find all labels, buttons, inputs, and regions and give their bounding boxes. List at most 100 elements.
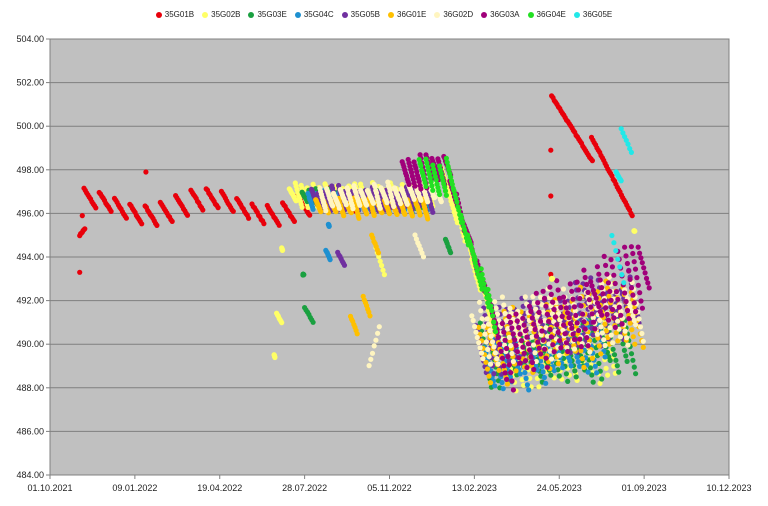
data-point-36g02d [637, 324, 644, 330]
data-point-36g03a [542, 346, 548, 352]
data-point-36g02d [492, 299, 498, 305]
data-point-36g01e [595, 335, 601, 341]
data-point-36g02d [530, 294, 536, 300]
data-point-36g03a [592, 291, 598, 297]
data-point-36g02d [507, 305, 513, 311]
data-point-36g03a [593, 295, 599, 301]
data-point-36g03a [540, 337, 546, 343]
data-point-36g03a [597, 277, 603, 283]
data-point-35g02b [603, 365, 609, 371]
data-point-36g03a [524, 334, 530, 340]
data-point-36g03a [556, 295, 563, 301]
data-point-36g01e [348, 210, 354, 216]
data-point-35g04c [517, 371, 523, 377]
data-point-36g04e [489, 308, 495, 314]
legend-item: 36G03A [481, 10, 520, 19]
data-point-36g02d [376, 324, 382, 330]
data-point-36g03a [510, 387, 516, 393]
data-point-36g03a [524, 364, 530, 371]
data-point-36g01e [417, 212, 423, 218]
data-point-36g02d [473, 329, 479, 335]
data-point-36g03a [605, 280, 612, 286]
data-point-35g05b [430, 209, 436, 215]
data-point-36g03a [566, 315, 572, 321]
data-point-36g03a [531, 366, 537, 373]
data-point-36g03a [506, 314, 512, 320]
data-point-35g03e [628, 351, 635, 357]
data-point-36g05e [618, 178, 624, 184]
legend-label: 36G03A [490, 10, 520, 19]
data-point-36g02d [538, 332, 544, 338]
legend-marker [248, 11, 255, 18]
data-point-36g03a [554, 278, 560, 284]
legend-item: 35G04C [294, 10, 334, 19]
data-point-36g02d [594, 331, 601, 337]
data-point-35g01b [139, 221, 145, 227]
data-point-36g03a [516, 355, 522, 361]
data-point-36g04e [480, 276, 486, 282]
data-point-36g02d [540, 309, 546, 315]
data-point-36g03a [552, 314, 559, 320]
data-point-36g02d [624, 335, 630, 341]
data-point-36g03a [512, 337, 518, 343]
x-tick-label: 28.07.2022 [282, 483, 327, 493]
data-point-36g02d [547, 348, 553, 354]
data-point-36g02d [590, 315, 596, 321]
y-tick-label: 498.00 [16, 165, 44, 175]
data-point-36g03a [622, 290, 628, 296]
legend-label: 35G04C [303, 10, 334, 19]
data-point-35g04c [310, 206, 316, 212]
data-point-36g03a [611, 315, 617, 321]
data-point-36g03a [555, 329, 561, 335]
y-tick-label: 502.00 [16, 78, 44, 88]
data-point-36g03a [589, 283, 595, 289]
data-point-36g03a [574, 320, 580, 326]
data-point-36g02d [602, 342, 608, 349]
data-point-36g03a [513, 311, 519, 317]
data-point-36g04e [423, 183, 429, 189]
data-point-36g02d [607, 325, 613, 331]
data-point-36g03a [516, 324, 522, 331]
data-point-36g03a [558, 304, 564, 311]
data-point-36g02d [549, 356, 555, 362]
data-point-36g03a [517, 360, 523, 366]
data-point-36g03a [639, 260, 645, 266]
data-point-36g02d [494, 356, 500, 362]
data-point-36g02d [598, 324, 604, 330]
data-point-36g04e [456, 207, 462, 213]
data-point-36g03a [601, 253, 607, 259]
data-point-36g03a [546, 318, 552, 325]
data-point-35g03e [589, 372, 595, 378]
data-point-36g02d [528, 325, 534, 332]
data-point-35g03e [477, 320, 483, 326]
data-point-36g03a [611, 272, 617, 278]
data-point-36g03a [497, 341, 503, 347]
data-point-36g03a [637, 250, 643, 256]
data-point-36g03a [548, 291, 554, 297]
data-point-35g04c [551, 368, 557, 374]
data-point-35g03e [624, 358, 630, 364]
data-point-36g02d [538, 294, 544, 300]
data-point-36g02d [368, 356, 374, 362]
data-point-35g01b [307, 212, 313, 218]
data-point-36g04e [485, 286, 491, 293]
data-point-36g01e [613, 330, 619, 336]
data-point-35g01b [108, 208, 114, 214]
data-point-35g04c [539, 363, 545, 370]
data-point-35g04c [526, 387, 532, 393]
data-point-36g02d [373, 337, 379, 343]
data-point-36g02d [610, 340, 616, 346]
data-point-36g03a [416, 179, 422, 185]
data-point-36g03a [571, 336, 578, 342]
x-tick-label: 01.09.2023 [622, 483, 667, 493]
data-point-36g02d [532, 350, 538, 356]
data-point-36g03a [590, 319, 597, 325]
data-point-35g04c [592, 363, 598, 369]
data-point-36g03a [608, 257, 614, 263]
data-point-36g03a [623, 298, 629, 305]
data-point-36g03a [615, 296, 621, 302]
data-point-35g02b [380, 267, 386, 273]
data-point-36g02d [617, 334, 624, 340]
